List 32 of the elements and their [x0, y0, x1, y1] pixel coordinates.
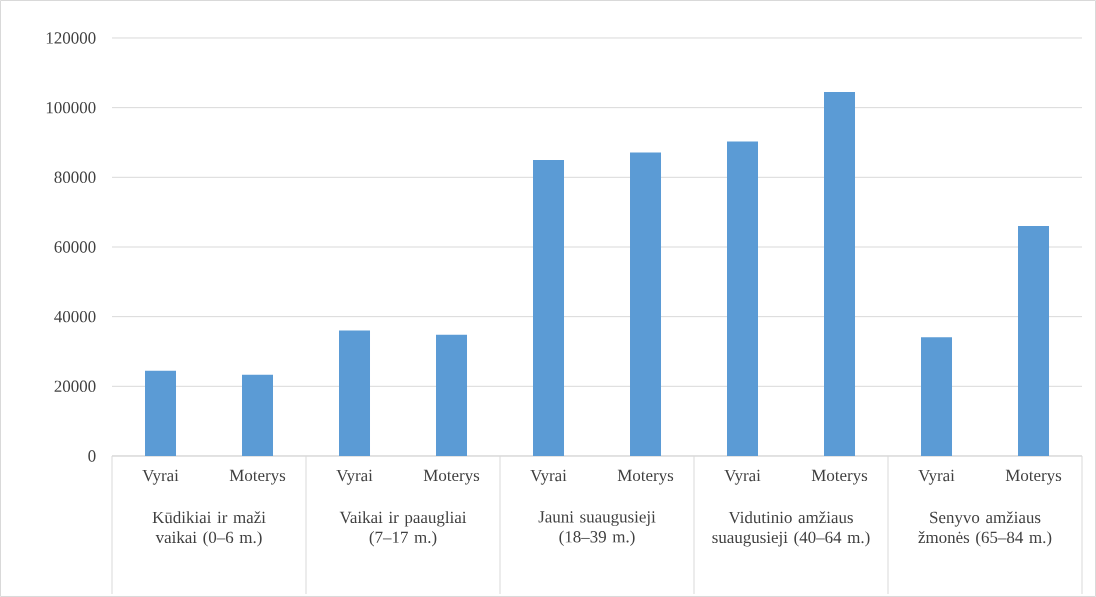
bar	[727, 141, 759, 456]
x-tick-label: Vyrai	[142, 469, 179, 485]
y-tick-label: 100000	[46, 101, 96, 114]
text: Senyvo amžiaus žmonės (65–84 m.)	[918, 511, 1052, 547]
x-tick-label: Vyrai	[530, 469, 567, 485]
bar	[242, 374, 274, 456]
x-tick-label: Vyrai	[918, 469, 955, 485]
bar	[339, 330, 371, 456]
bar	[824, 91, 856, 456]
y-tick-label: 60000	[54, 241, 96, 253]
bar	[630, 152, 662, 456]
text: Vaikai ir paaugliai (7–17 m.)	[339, 511, 467, 547]
x-tick-label: Moterys	[811, 469, 868, 485]
bar	[145, 370, 177, 456]
x-tick-label: Moterys	[423, 469, 480, 485]
y-tick-label: 20000	[54, 380, 96, 393]
y-tick-label: 0	[88, 450, 96, 462]
text: Vidutinio amžiaus suaugusieji (40–64 m.)	[712, 511, 870, 547]
y-tick-label: 40000	[54, 310, 96, 323]
y-tick-label: 120000	[46, 32, 96, 44]
bar	[921, 337, 953, 456]
x-tick-label: Vyrai	[724, 469, 761, 485]
y-tick-label: 80000	[54, 171, 96, 184]
bar	[1018, 226, 1050, 456]
text: Jauni suaugusieji (18–39 m.)	[538, 511, 656, 546]
bar	[533, 159, 565, 456]
x-tick-label: Vyrai	[336, 469, 373, 485]
x-tick-label: Moterys	[1005, 469, 1062, 485]
x-tick-label: Moterys	[229, 469, 286, 485]
text: Kūdikiai ir maži vaikai (0–6 m.)	[152, 511, 266, 547]
bar	[436, 334, 468, 456]
x-tick-label: Moterys	[617, 469, 674, 485]
